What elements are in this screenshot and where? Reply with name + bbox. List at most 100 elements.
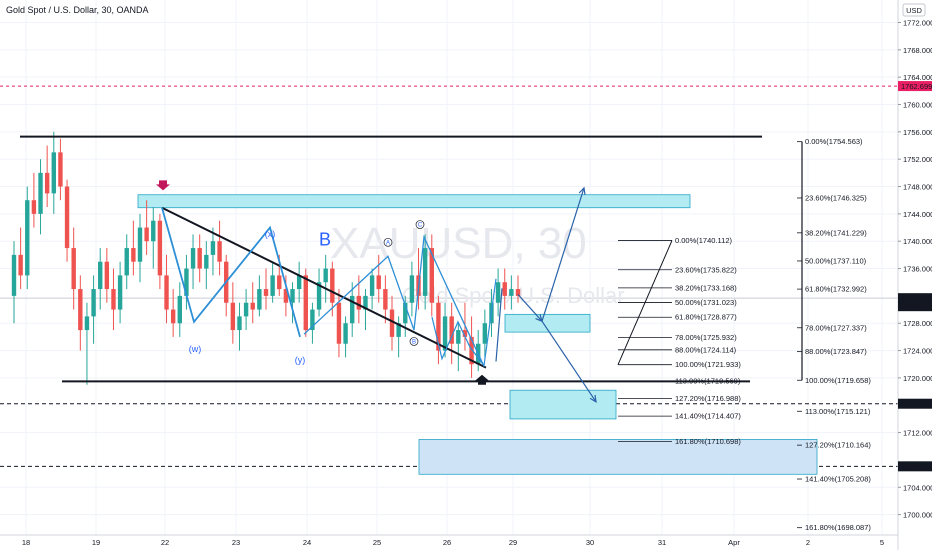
candle-body	[290, 289, 295, 303]
candle-body	[389, 309, 395, 337]
forecast-arrow-down-1	[517, 294, 543, 322]
fib-mid-label: 100.00%(1721.933)	[675, 360, 741, 369]
candle-body	[310, 309, 315, 331]
candle-body	[38, 172, 43, 214]
fib-mid-label: 78.00%(1725.932)	[675, 333, 737, 342]
candle-body	[343, 323, 348, 344]
wave-label-circle	[415, 220, 425, 229]
time-tick-label: 24	[303, 538, 311, 547]
candle-body	[257, 289, 262, 310]
candle-body	[469, 336, 474, 365]
fib-mid-label: 61.80%(1728.877)	[675, 313, 737, 322]
candle-body	[197, 248, 202, 269]
candle-body	[436, 302, 441, 351]
candle-body	[91, 289, 96, 317]
target-zone-3	[418, 439, 818, 475]
wave-label: A	[386, 240, 390, 246]
forecast-arrow-down-2-head	[589, 394, 597, 403]
price-tick-label: 1700.000	[903, 511, 932, 520]
time-tick-label: 2	[806, 538, 810, 547]
candle-body	[422, 248, 428, 296]
candle-body	[383, 289, 388, 310]
price-label-value: 1707.064	[901, 462, 932, 471]
candle-body	[111, 289, 116, 310]
candle-body	[78, 289, 83, 331]
candle-body	[356, 295, 362, 310]
forecast-arrow-start	[495, 288, 503, 362]
supply-zone	[137, 194, 691, 209]
candle-body	[25, 200, 30, 276]
candle-body	[283, 289, 289, 303]
target-zone-2	[509, 389, 617, 420]
fib-mid-label: 141.40%(1714.407)	[675, 412, 741, 421]
fib-right-label: 88.00%(1723.847)	[805, 347, 867, 356]
wave-label: (x)	[265, 229, 276, 239]
symbol-title[interactable]: Gold Spot / U.S. Dollar, 30, OANDA	[6, 5, 149, 15]
wave-label: (y)	[295, 355, 306, 365]
fib-right-label: 161.80%(1698.087)	[805, 523, 871, 532]
fib-mid-label: 161.80%(1710.698)	[675, 437, 741, 446]
price-label-value: 1762.699	[901, 82, 932, 91]
candle-body	[144, 227, 149, 242]
candle-body	[58, 152, 63, 187]
forecast-arrow-down-2	[541, 320, 597, 403]
candle-body	[190, 248, 196, 269]
candle-body	[316, 282, 322, 310]
time-tick-label: 5	[880, 538, 884, 547]
currency-badge[interactable]: USD	[902, 3, 926, 17]
watermark-symbol: XAUUSD, 30	[330, 219, 587, 268]
candle-body	[429, 248, 434, 303]
fib-mid-label: 38.20%(1733.168)	[675, 283, 737, 292]
time-axis[interactable]: 18 19 22 23 24 25 26 29 30 31 Apr 2 5	[0, 534, 898, 547]
candle-body	[44, 172, 50, 194]
candle-body	[270, 275, 275, 296]
candle-body	[263, 289, 269, 296]
fib-levels: 0.00%(1754.563) 23.60%(1746.325) 38.20%(17…	[617, 137, 871, 532]
fib-right-label: 50.00%(1737.110)	[805, 256, 867, 265]
bar-countdown: 26:50	[901, 302, 920, 311]
candle-body	[296, 275, 302, 290]
candle-body	[151, 220, 156, 242]
time-tick-label: 25	[373, 538, 381, 547]
candle-body	[336, 302, 342, 344]
forecast-arrow-up	[541, 187, 585, 322]
candle-body	[376, 275, 381, 290]
fib-mid-label: 113.00%(1719.569)	[675, 376, 741, 385]
candle-body	[210, 241, 216, 255]
candle-body	[456, 330, 461, 344]
price-label-box	[898, 398, 932, 409]
fib-mid-label: 88.00%(1724.114)	[675, 345, 737, 354]
price-axis[interactable]: 1776.0001772.0001768.0001764.0001760.000…	[897, 0, 932, 550]
candle-body	[131, 248, 136, 262]
target-zone-1	[504, 313, 591, 333]
fib-right-label: 61.80%(1732.992)	[805, 285, 867, 294]
fib-mid-label: 127.20%(1716.988)	[675, 394, 741, 403]
fib-right-label: 141.40%(1705.208)	[805, 475, 871, 484]
candle-body	[303, 275, 308, 331]
candle-body	[409, 275, 415, 303]
candle-body	[137, 227, 143, 262]
candle-body	[449, 316, 454, 344]
down-trendline	[161, 206, 487, 369]
fib-right-label: 0.00%(1754.563)	[805, 137, 863, 146]
candle-body	[204, 254, 209, 269]
candle-body	[51, 152, 56, 194]
price-label-value: 1716.225	[901, 400, 932, 409]
price-tick-label: 1724.000	[903, 347, 932, 356]
fib-right-label: 113.00%(1715.121)	[805, 407, 871, 416]
candle-body	[502, 282, 507, 296]
time-tick-label: Apr	[728, 538, 740, 547]
candle-body	[495, 282, 501, 303]
time-tick-label: 22	[161, 538, 169, 547]
forecast-arrow-up-head	[578, 186, 586, 195]
price-tick-label: 1740.000	[903, 237, 932, 246]
fib-right-label: 38.20%(1741.229)	[805, 228, 867, 237]
candle-body	[403, 302, 408, 324]
price-label-value: 1731.666	[901, 294, 932, 303]
candle-body	[184, 268, 189, 296]
candle-body	[157, 220, 163, 276]
price-label-box	[898, 293, 932, 312]
candle-body	[237, 316, 242, 331]
price-tick-label: 1712.000	[903, 429, 932, 438]
